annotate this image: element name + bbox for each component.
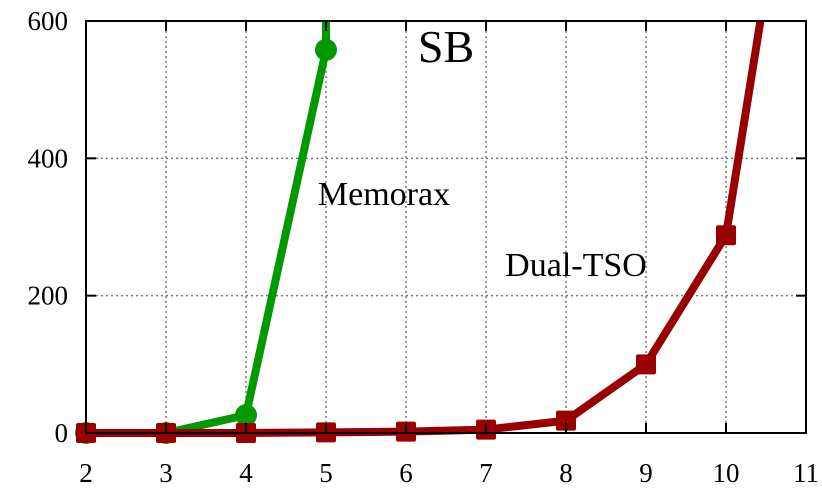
series-line-memorax bbox=[86, 21, 330, 437]
x-tick-label: 6 bbox=[399, 458, 413, 488]
data-point-dual-tso bbox=[556, 410, 576, 431]
x-tick-label: 3 bbox=[159, 458, 173, 488]
series-label-dual-tso: Dual-TSO bbox=[505, 247, 647, 284]
y-tick-label: 200 bbox=[28, 281, 69, 311]
y-tick-label: 0 bbox=[55, 418, 69, 448]
data-point-memorax bbox=[235, 404, 257, 427]
data-point-dual-tso bbox=[716, 225, 736, 246]
series-layer bbox=[75, 20, 765, 444]
x-tick-label: 8 bbox=[559, 458, 573, 488]
series-label-memorax: Memorax bbox=[318, 176, 450, 213]
x-tick-label: 9 bbox=[639, 458, 653, 488]
x-tick-label: 11 bbox=[793, 458, 819, 488]
x-tick-label: 10 bbox=[713, 458, 740, 488]
x-tick-label: 2 bbox=[79, 458, 93, 488]
data-point-memorax bbox=[315, 38, 337, 61]
chart-title: SB bbox=[418, 21, 474, 72]
y-tick-label: 600 bbox=[28, 6, 69, 36]
ticks bbox=[85, 20, 807, 434]
plot-frame bbox=[85, 20, 807, 434]
data-point-dual-tso bbox=[636, 354, 656, 375]
x-tick-label: 5 bbox=[319, 458, 333, 488]
series-dual-tso bbox=[76, 20, 765, 443]
grid bbox=[86, 21, 806, 433]
series-line-dual-tso bbox=[86, 20, 765, 437]
series-memorax bbox=[75, 21, 337, 444]
x-tick-label: 4 bbox=[239, 458, 253, 488]
y-tick-label: 400 bbox=[28, 143, 69, 173]
x-tick-label: 7 bbox=[479, 458, 493, 488]
tick-labels: 2 3 4 5 6 7 8 9 10 11 0 200 400 600 bbox=[28, 6, 820, 488]
